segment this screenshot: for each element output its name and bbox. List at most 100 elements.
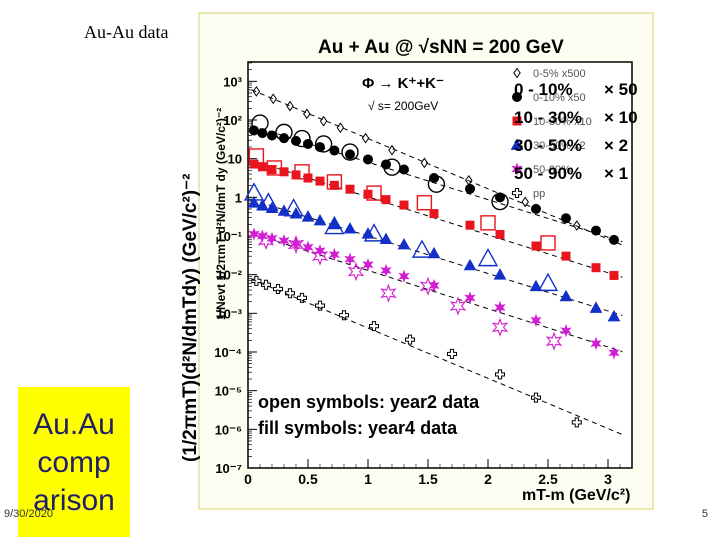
chart-title: Au + Au @ √sNN = 200 GeV bbox=[318, 37, 564, 58]
data-point bbox=[328, 248, 341, 262]
data-point bbox=[447, 348, 457, 359]
data-point bbox=[573, 220, 581, 231]
legend-small-label: pp bbox=[533, 188, 545, 200]
fit-line bbox=[251, 89, 623, 246]
data-point bbox=[399, 164, 409, 175]
series-2 bbox=[251, 114, 509, 211]
data-point bbox=[248, 148, 265, 164]
fit-line bbox=[251, 159, 623, 278]
data-point bbox=[279, 167, 289, 177]
data-point bbox=[427, 246, 441, 259]
data-point bbox=[531, 241, 541, 251]
data-point bbox=[465, 220, 475, 230]
data-point bbox=[311, 246, 329, 266]
data-point bbox=[609, 234, 619, 245]
fit-line bbox=[251, 199, 623, 316]
data-point bbox=[380, 263, 392, 277]
data-point bbox=[381, 195, 391, 205]
data-point bbox=[463, 258, 477, 271]
legend-large-label: 30 - 50% bbox=[514, 136, 582, 155]
data-point bbox=[591, 225, 601, 236]
legend-small-label: 0-10% x50 bbox=[533, 92, 586, 104]
legend-small-label: 30-50% x2 bbox=[533, 140, 586, 152]
series-9 bbox=[251, 275, 582, 428]
note-open-symbols: open symbols: year2 data bbox=[258, 392, 480, 412]
reaction-label: Φ → K⁺+K⁻ bbox=[362, 75, 444, 92]
fit-line bbox=[251, 278, 623, 436]
x-tick-label: 2 bbox=[484, 471, 492, 487]
data-point bbox=[419, 276, 437, 296]
data-point bbox=[383, 158, 401, 176]
data-point bbox=[480, 215, 496, 231]
plot-area bbox=[247, 61, 633, 469]
data-point bbox=[491, 317, 509, 337]
data-point bbox=[427, 175, 446, 193]
data-point bbox=[529, 279, 543, 292]
data-point bbox=[420, 157, 429, 169]
series-4 bbox=[248, 148, 556, 251]
note-fill-symbols: fill symbols: year4 data bbox=[258, 418, 458, 438]
y-axis-inner-label: 1/Nevt 1/2πmT d²N/dmT dy (GeV/c²)⁻² bbox=[214, 108, 228, 320]
data-point bbox=[344, 252, 356, 266]
data-point bbox=[363, 154, 373, 165]
data-point bbox=[465, 183, 475, 194]
data-point bbox=[251, 114, 269, 132]
x-tick-label: 0 bbox=[244, 471, 252, 487]
data-point bbox=[531, 392, 541, 403]
legend-small-marker bbox=[512, 188, 522, 198]
data-point bbox=[609, 270, 619, 280]
legend-small-label: 10-30% x10 bbox=[533, 116, 592, 128]
x-tick-label: 1.5 bbox=[418, 471, 438, 487]
data-point bbox=[328, 217, 341, 230]
data-point bbox=[315, 300, 325, 311]
data-point bbox=[405, 334, 415, 345]
legend-large-scale: × 1 bbox=[604, 164, 628, 183]
data-point bbox=[248, 227, 260, 241]
y-tick-label: 1 bbox=[235, 190, 242, 205]
data-point bbox=[494, 300, 506, 315]
data-point bbox=[540, 235, 556, 251]
data-point bbox=[293, 129, 311, 148]
data-point bbox=[545, 331, 563, 351]
data-point bbox=[297, 292, 307, 303]
data-point bbox=[287, 234, 305, 255]
legend-small-label: 0-5% x500 bbox=[533, 68, 586, 80]
y-axis-label: (1/2πmT)(d²N/dmTdy) (GeV/c²)⁻² bbox=[180, 174, 201, 462]
slide-title: Au-Au data bbox=[84, 22, 169, 42]
data-point bbox=[363, 189, 373, 199]
data-point bbox=[279, 133, 289, 144]
data-point bbox=[303, 173, 313, 183]
y-tick-label: 10⁻⁶ bbox=[215, 422, 242, 437]
data-point bbox=[266, 160, 283, 176]
data-point bbox=[314, 244, 326, 258]
data-point bbox=[491, 192, 509, 211]
fit-line bbox=[251, 125, 623, 243]
y-tick-label: 10⁻⁴ bbox=[214, 345, 242, 360]
x-tick-label: 1 bbox=[364, 471, 372, 487]
legend-small-marker bbox=[511, 162, 523, 176]
data-point bbox=[329, 180, 339, 190]
data-point bbox=[291, 170, 301, 180]
data-point bbox=[314, 135, 333, 153]
y-tick-label: 10² bbox=[223, 113, 242, 128]
data-point bbox=[257, 231, 275, 251]
data-point bbox=[269, 93, 277, 105]
data-point bbox=[257, 162, 267, 172]
y-tick-label: 10 bbox=[228, 152, 242, 167]
data-point bbox=[301, 210, 315, 222]
data-point bbox=[319, 115, 328, 127]
data-point bbox=[560, 324, 572, 338]
data-point bbox=[273, 283, 283, 294]
data-point bbox=[278, 233, 290, 248]
data-point bbox=[329, 145, 340, 156]
data-point bbox=[345, 184, 355, 194]
legend-small-marker bbox=[513, 67, 521, 79]
data-point bbox=[275, 123, 293, 142]
legend-large-label: 50 - 90% bbox=[514, 164, 582, 183]
data-point bbox=[429, 209, 439, 219]
y-tick-label: 10³ bbox=[223, 74, 242, 89]
data-point bbox=[366, 185, 382, 201]
energy-note: √ s= 200GeV bbox=[368, 99, 438, 113]
data-point bbox=[495, 369, 505, 380]
